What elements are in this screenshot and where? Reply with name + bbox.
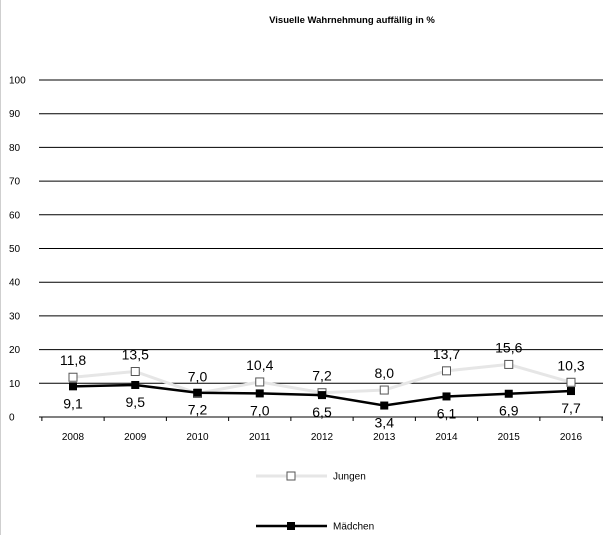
data-label: 8,0 bbox=[375, 365, 395, 381]
series-lines bbox=[68, 359, 576, 410]
x-tick-label: 2016 bbox=[560, 432, 583, 443]
y-tick-label: 90 bbox=[9, 109, 21, 120]
data-point bbox=[379, 385, 389, 395]
y-tick-label: 20 bbox=[9, 345, 21, 356]
x-tick-label: 2014 bbox=[435, 432, 458, 443]
y-tick-label: 60 bbox=[9, 210, 21, 221]
y-tick-label: 40 bbox=[9, 278, 21, 289]
y-tick-label: 50 bbox=[9, 244, 21, 255]
data-point bbox=[131, 380, 140, 389]
data-label: 7,2 bbox=[188, 402, 208, 418]
legend: Jungen Mädchen bbox=[256, 471, 374, 533]
y-tick-label: 10 bbox=[9, 379, 21, 390]
data-label: 6,5 bbox=[312, 404, 332, 420]
data-label: 9,1 bbox=[63, 395, 83, 411]
data-label: 6,1 bbox=[437, 405, 457, 421]
data-labels: 11,8 13,5 7,0 10,4 7,2 8,0 13,7 15,6 10,3 9,1 9,5 7… bbox=[60, 339, 585, 430]
y-tick-label: 70 bbox=[9, 177, 21, 188]
x-tick-label: 2013 bbox=[373, 432, 396, 443]
data-label: 7,0 bbox=[188, 368, 208, 384]
data-label: 15,6 bbox=[495, 339, 522, 355]
data-label: 7,2 bbox=[312, 368, 332, 384]
data-label: 6,9 bbox=[499, 403, 519, 419]
data-point bbox=[567, 387, 575, 396]
x-tick-label: 2010 bbox=[186, 432, 209, 443]
data-label: 10,4 bbox=[246, 357, 273, 373]
x-tick-label: 2008 bbox=[62, 432, 85, 443]
chart-title: Visuelle Wahrnehmung auffällig in % bbox=[269, 15, 435, 26]
legend-label: Mädchen bbox=[333, 522, 374, 533]
data-label: 7,0 bbox=[250, 402, 270, 418]
data-point bbox=[255, 377, 265, 387]
data-point bbox=[566, 377, 576, 387]
data-label: 9,5 bbox=[126, 394, 146, 410]
data-point bbox=[69, 382, 77, 391]
data-point bbox=[442, 366, 451, 376]
data-point bbox=[68, 372, 78, 382]
data-point bbox=[130, 367, 140, 377]
data-point bbox=[193, 388, 202, 397]
data-point bbox=[255, 389, 264, 398]
y-tick-label: 30 bbox=[9, 311, 21, 322]
axes: 0 10 20 30 40 50 60 70 80 90 100 2008 2009 2010 2011 20… bbox=[9, 76, 603, 443]
data-point bbox=[380, 401, 389, 410]
x-tick-label: 2012 bbox=[311, 432, 334, 443]
data-label: 10,3 bbox=[557, 357, 584, 373]
legend-marker bbox=[287, 522, 295, 530]
x-tick-label: 2011 bbox=[249, 432, 271, 443]
y-tick-label: 100 bbox=[9, 76, 26, 87]
data-label: 7,7 bbox=[561, 400, 581, 416]
data-label: 3,4 bbox=[375, 415, 395, 431]
data-point bbox=[504, 359, 514, 369]
x-tick-label: 2009 bbox=[124, 432, 147, 443]
gridlines bbox=[39, 79, 603, 384]
data-point bbox=[318, 391, 326, 400]
y-tick-label: 80 bbox=[9, 143, 21, 154]
data-label: 11,8 bbox=[60, 352, 86, 368]
legend-marker bbox=[286, 471, 296, 481]
y-tick-label: 0 bbox=[9, 413, 15, 424]
data-point bbox=[504, 389, 513, 398]
data-label: 13,5 bbox=[122, 347, 149, 363]
data-label: 13,7 bbox=[433, 346, 460, 362]
legend-label: Jungen bbox=[333, 472, 366, 483]
data-point bbox=[442, 392, 451, 401]
x-tick-label: 2015 bbox=[498, 432, 521, 443]
